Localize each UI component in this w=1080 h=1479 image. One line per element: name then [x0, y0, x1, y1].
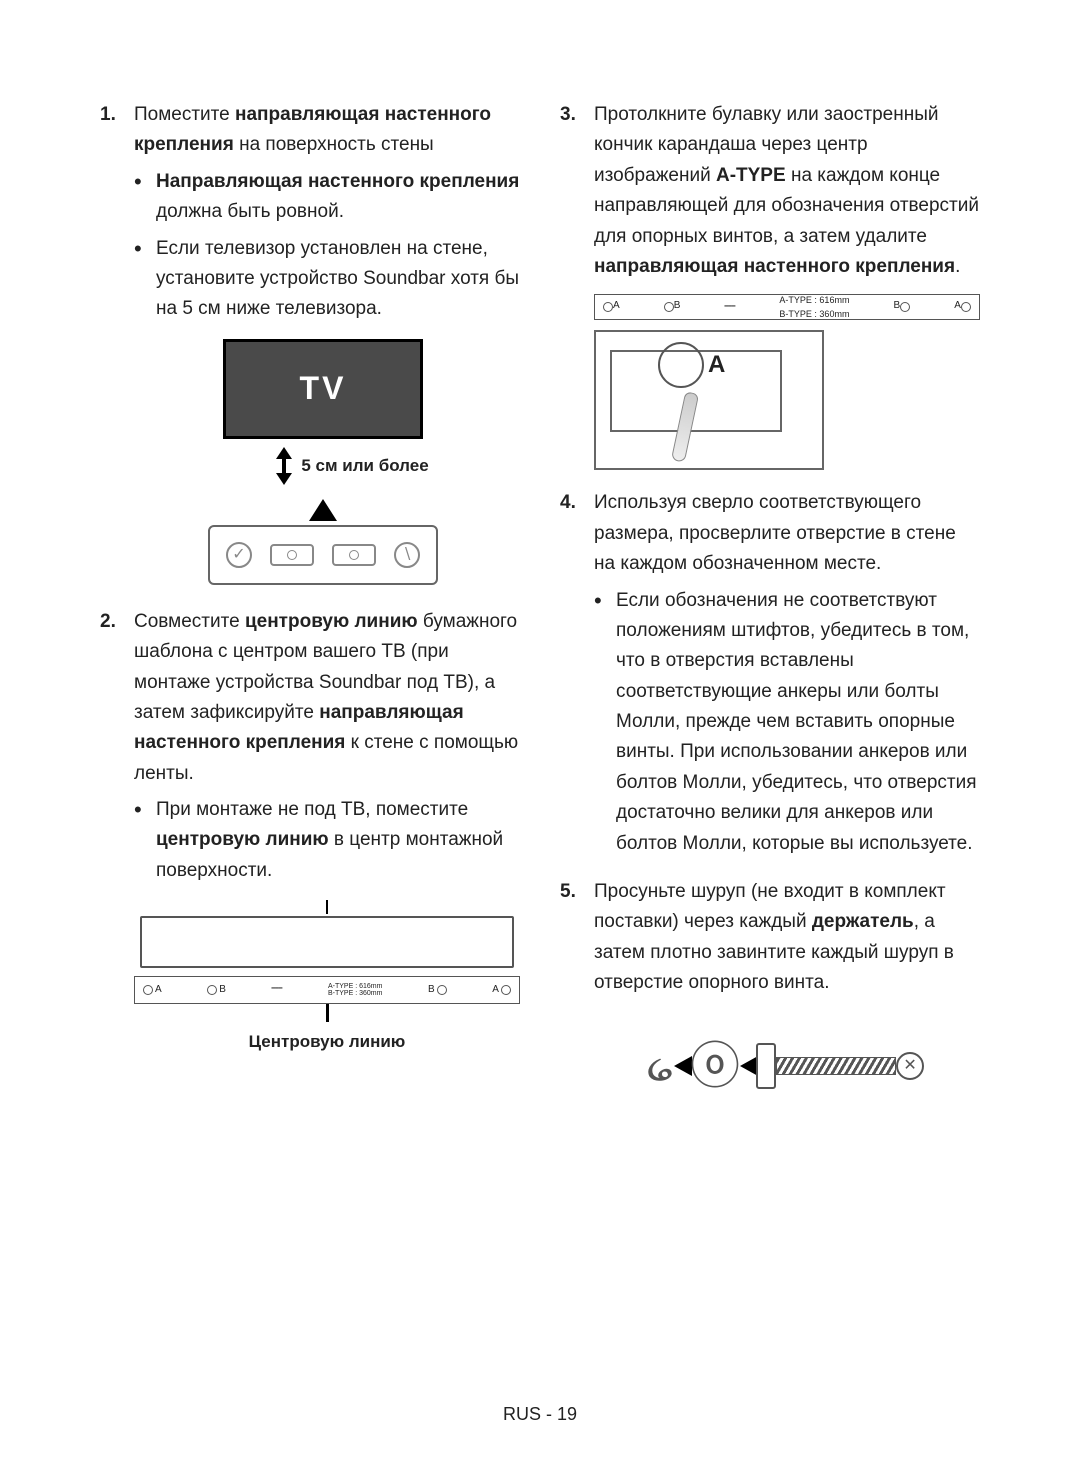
- check-icon: ✓: [226, 542, 252, 568]
- mark-b-left: B: [207, 982, 226, 998]
- s1-b1: Направляющая настенного крепления должна…: [134, 167, 520, 228]
- step5-text: Просуньте шуруп (не входит в комплект по…: [594, 881, 954, 993]
- step-4: Используя сверло соответствующего размер…: [560, 488, 980, 859]
- bracket-icon: ᥀: [647, 1031, 673, 1101]
- level-icon: [270, 544, 314, 566]
- s5-b: держатель: [812, 911, 914, 932]
- guide-center: ━━━: [272, 985, 283, 995]
- s2bul-b: центровую линию: [156, 829, 329, 850]
- figure-a-closeup: A B ━━━ A-TYPE : 616mmB-TYPE : 360mm B A…: [594, 294, 980, 470]
- nut-icon: [756, 1043, 776, 1089]
- mark-a-left: A: [143, 982, 162, 998]
- s2-bul: При монтаже не под ТВ, поместите центров…: [134, 795, 520, 886]
- tv-icon: TV: [223, 339, 423, 439]
- screw-assembly: ᥀ ⓞ ✕: [594, 1013, 980, 1119]
- cross-icon: ∖: [394, 542, 420, 568]
- gap-label: 5 см или более: [301, 452, 428, 479]
- s1-b1-bold: Направляющая настенного крепления: [156, 171, 519, 192]
- closeup-box: A: [594, 330, 824, 470]
- s1-b2: Если телевизор установлен на стене, уста…: [134, 234, 520, 325]
- soundbar-outline: [140, 916, 514, 968]
- figure-centerline: A B ━━━ A-TYPE : 616mmB-TYPE : 360mm B A…: [134, 900, 520, 1055]
- arrow-updown-icon: [277, 447, 291, 485]
- thread-icon: [776, 1057, 896, 1075]
- g3-info: A-TYPE : 616mmB-TYPE : 360mm: [779, 293, 849, 322]
- s1-b1-post: должна быть ровной.: [156, 201, 344, 222]
- s3-b1: A-TYPE: [716, 165, 786, 186]
- steps-right: Протолкните булавку или заостренный конч…: [560, 100, 980, 1119]
- left-column: Поместите направляющая настенного крепле…: [100, 100, 520, 1137]
- label-a-big: A: [708, 346, 725, 384]
- figure-tv-gap: TV 5 см или более ✓ ∖: [158, 339, 488, 585]
- step1-sub: Направляющая настенного крепления должна…: [134, 167, 520, 325]
- step2-sub: При монтаже не под ТВ, поместите центров…: [134, 795, 520, 886]
- g3-b-right: B: [894, 298, 911, 316]
- figure-screw: ᥀ ⓞ ✕: [594, 1013, 980, 1119]
- pointer-up-icon: [309, 499, 337, 521]
- guide-info: A-TYPE : 616mmB-TYPE : 360mm: [328, 983, 382, 997]
- tick-bottom: [326, 1004, 329, 1022]
- s2-pre: Совместите: [134, 611, 245, 632]
- s2bul-pre: При монтаже не под ТВ, поместите: [156, 799, 468, 820]
- s3-b2: направляющая настенного крепления: [594, 256, 955, 277]
- s1-post: на поверхность стены: [234, 134, 434, 155]
- g3-a-left: A: [603, 298, 620, 316]
- level-icon-2: [332, 544, 376, 566]
- step-2: Совместите центровую линию бумажного шаб…: [100, 607, 520, 1056]
- step2-text: Совместите центровую линию бумажного шаб…: [134, 611, 518, 784]
- tick-top: [326, 900, 328, 914]
- spring-icon: ⓞ: [690, 1041, 734, 1091]
- mark-a-right: A: [492, 982, 511, 998]
- guide-bar: A B ━━━ A-TYPE : 616mmB-TYPE : 360mm B A: [134, 976, 520, 1004]
- s3-post: .: [955, 256, 960, 277]
- s4-bul: Если обозначения не соответствуют положе…: [594, 586, 980, 860]
- step-1: Поместите направляющая настенного крепле…: [100, 100, 520, 585]
- screw-head-icon: ✕: [896, 1052, 924, 1080]
- g3-a-right: A: [954, 298, 971, 316]
- step-5: Просуньте шуруп (не входит в комплект по…: [560, 877, 980, 1119]
- steps-left: Поместите направляющая настенного крепле…: [100, 100, 520, 1055]
- step4-sub: Если обозначения не соответствуют положе…: [594, 586, 980, 860]
- guide-bar-3: A B ━━━ A-TYPE : 616mmB-TYPE : 360mm B A: [594, 294, 980, 320]
- right-column: Протолкните булавку или заостренный конч…: [560, 100, 980, 1137]
- page-footer: RUS - 19: [0, 1400, 1080, 1429]
- content-columns: Поместите направляющая настенного крепле…: [100, 100, 980, 1137]
- gap-row: 5 см или более: [218, 447, 488, 485]
- s1-pre: Поместите: [134, 104, 235, 125]
- g3-b-left: B: [664, 298, 681, 316]
- centerline-caption: Центровую линию: [134, 1028, 520, 1055]
- soundbar-box: ✓ ∖: [208, 525, 438, 585]
- step3-text: Протолкните булавку или заостренный конч…: [594, 104, 979, 277]
- g3-center: ━━━: [725, 303, 736, 313]
- step-3: Протолкните булавку или заостренный конч…: [560, 100, 980, 470]
- step1-text: Поместите направляющая настенного крепле…: [134, 104, 491, 155]
- mark-b-right: B: [428, 982, 447, 998]
- s2-b1: центровую линию: [245, 611, 418, 632]
- step4-text: Используя сверло соответствующего размер…: [594, 492, 956, 574]
